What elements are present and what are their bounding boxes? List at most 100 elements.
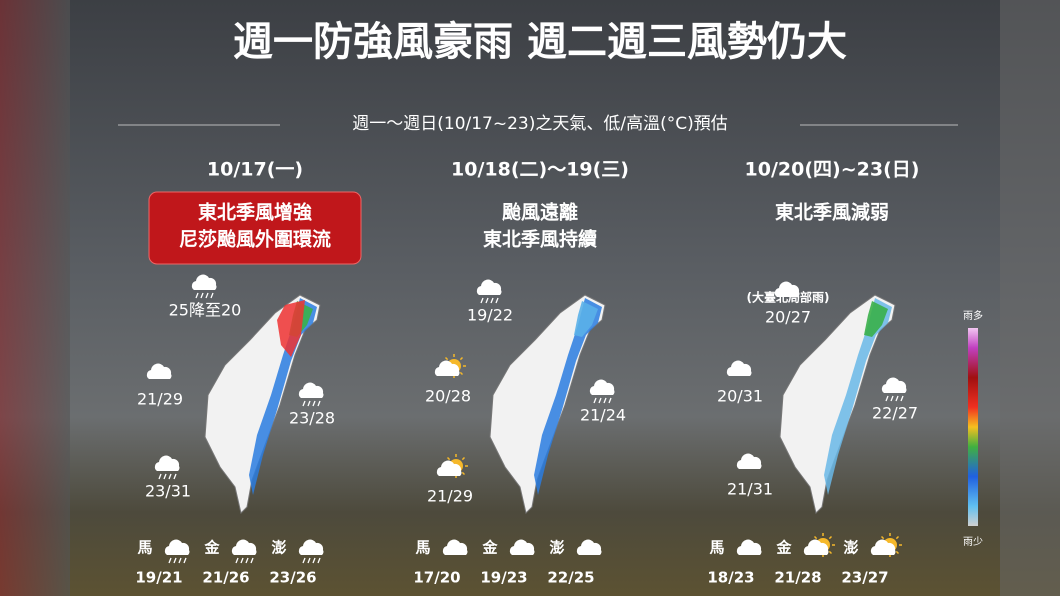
weather-icon (736, 539, 762, 555)
cloud-icon (736, 453, 762, 469)
cloud-icon (298, 382, 324, 398)
region-temp: 20/31 (717, 387, 763, 406)
headline: 東北季風持續 (483, 228, 597, 251)
cloud-icon (442, 539, 468, 555)
rain-drop (173, 473, 177, 480)
weather-icon (726, 360, 752, 376)
rain-drop (240, 557, 244, 564)
rain-drop (608, 397, 612, 404)
sun-ray (895, 535, 900, 540)
weather-icon (231, 539, 257, 564)
region-note: (大臺北局部雨) (747, 290, 830, 305)
rain-drop (495, 297, 499, 304)
rain-drop (302, 557, 306, 564)
rain-drop (173, 557, 177, 564)
rain-drop (598, 397, 602, 404)
cloud-icon (881, 377, 907, 393)
rain-drop (250, 557, 254, 564)
island-name: 金 (481, 539, 498, 557)
island-name: 金 (203, 539, 220, 557)
taiwan-map (204, 294, 321, 514)
sun-ray (813, 535, 818, 540)
region-temp: 20/27 (765, 308, 811, 327)
taiwan-map (779, 294, 896, 514)
panel-date: 10/20(四)~23(日) (745, 159, 920, 181)
panel-date: 10/17(一) (207, 159, 303, 181)
rain-drop (312, 400, 316, 407)
headline: 東北季風減弱 (775, 201, 889, 224)
cloud-icon (191, 274, 217, 290)
rain-drop (312, 557, 316, 564)
region-temp: 21/24 (580, 406, 626, 425)
island-name: 澎 (843, 539, 858, 557)
weather-icon (164, 539, 190, 564)
weather-icon (154, 455, 180, 480)
island-temp: 23/26 (269, 569, 316, 587)
rain-drop (890, 395, 894, 402)
weather-icon (736, 453, 762, 469)
region-temp: 25降至20 (169, 301, 242, 320)
legend-bottom: 雨少 (963, 536, 983, 548)
rain-drop (490, 297, 494, 304)
island-temp: 22/25 (547, 569, 594, 587)
rain-drop (235, 557, 239, 564)
region-temp: 23/31 (145, 482, 191, 501)
rain-area (574, 301, 598, 337)
rain-drop (163, 473, 167, 480)
cloud-icon (736, 539, 762, 555)
region-temp: 21/29 (427, 487, 473, 506)
rain-scale (968, 328, 978, 526)
weather-icon (881, 377, 907, 402)
region-temp: 23/28 (289, 409, 335, 428)
rain-area (277, 300, 305, 357)
weather-icon (436, 454, 468, 478)
weather-icon (434, 354, 466, 378)
island-name: 馬 (709, 539, 724, 557)
rain-drop (895, 395, 899, 402)
side-blur (1000, 0, 1060, 596)
rain-drop (480, 297, 484, 304)
sun-ray (895, 550, 900, 555)
weather-icon (298, 539, 324, 564)
island-name: 馬 (137, 539, 152, 557)
subtitle: 週一～週日(10/17~23)之天氣、低/高溫(°C)預估 (352, 114, 728, 134)
rain-drop (183, 557, 187, 564)
weather-icon (589, 379, 615, 404)
side-blur (0, 0, 70, 596)
rain-drop (900, 395, 904, 402)
island-temp: 19/21 (135, 569, 182, 587)
region-temp: 21/29 (137, 390, 183, 409)
rain-area (824, 298, 892, 495)
island-temp: 17/20 (413, 569, 460, 587)
headline-box (148, 191, 362, 265)
region-temp: 21/31 (727, 480, 773, 499)
cloud-icon (589, 379, 615, 395)
cloud-icon (576, 539, 602, 555)
sun-ray (459, 371, 464, 376)
rain-drop (593, 397, 597, 404)
cloud-icon (509, 539, 535, 555)
cloud-icon (803, 539, 829, 555)
sun-ray (828, 550, 833, 555)
rain-drop (307, 400, 311, 407)
weather-icon (476, 279, 502, 304)
region-temp: 22/27 (872, 404, 918, 423)
legend-top: 雨多 (963, 309, 983, 322)
cloud-icon (436, 460, 462, 476)
island-name: 金 (775, 539, 792, 557)
island-temp: 18/23 (707, 569, 754, 587)
sun-ray (828, 535, 833, 540)
cloud-icon (870, 539, 896, 555)
weather-icon (509, 539, 535, 555)
cloud-icon (476, 279, 502, 295)
taiwan-map (489, 294, 606, 514)
rain-area (864, 301, 888, 337)
weather-icon (576, 539, 602, 555)
region-temp: 20/28 (425, 387, 471, 406)
island-temp: 21/28 (774, 569, 821, 587)
rain-drop (245, 557, 249, 564)
sun-ray (446, 456, 451, 461)
cloud-icon (164, 539, 190, 555)
rain-drop (302, 400, 306, 407)
weather-icon (803, 533, 835, 557)
